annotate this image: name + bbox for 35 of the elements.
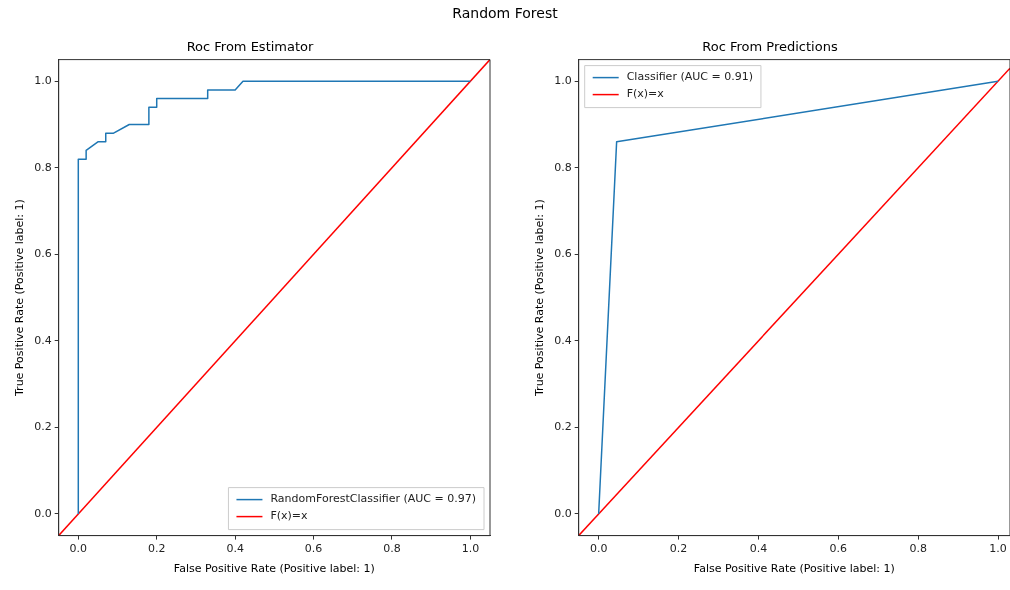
- y-tick-label: 0.6: [34, 247, 52, 261]
- y-tick-label: 0.0: [34, 506, 52, 520]
- x-tick-label: 0.0: [69, 542, 88, 556]
- x-tick-label: 0.8: [383, 542, 401, 556]
- legend-label: F(x)=x: [270, 509, 309, 523]
- x-tick-label: 0.2: [669, 542, 688, 556]
- y-tick-label: 0.2: [34, 420, 52, 434]
- x-tick-label: 0.6: [829, 542, 848, 556]
- x-tick-label: 0.4: [749, 542, 768, 556]
- y-tick-label: 0.2: [554, 420, 572, 434]
- x-axis-title: False Positive Rate (Positive label: 1): [693, 562, 895, 576]
- y-tick-label: 0.4: [554, 333, 572, 347]
- x-tick-label: 1.0: [989, 542, 1007, 556]
- y-tick-label: 0.6: [554, 247, 572, 261]
- x-tick-label: 0.2: [147, 542, 166, 556]
- y-tick-label: 0.4: [34, 333, 52, 347]
- y-axis-title: True Positive Rate (Positive label: 1): [13, 199, 27, 397]
- x-tick-label: 0.8: [909, 542, 927, 556]
- chart-title: Roc From Predictions: [702, 39, 838, 55]
- legend-label: Classifier (AUC = 0.91): [626, 70, 753, 84]
- x-tick-label: 0.4: [226, 542, 244, 556]
- x-axis-title: False Positive Rate (Positive label: 1): [173, 562, 375, 576]
- y-axis-title: True Positive Rate (Positive label: 1): [533, 199, 547, 397]
- y-tick-label: 0.8: [554, 160, 572, 174]
- y-tick-label: 1.0: [34, 74, 52, 88]
- y-tick-label: 0.8: [34, 160, 52, 174]
- x-tick-label: 1.0: [461, 542, 480, 556]
- y-tick-label: 0.0: [554, 506, 572, 520]
- chart-title: Roc From Estimator: [186, 39, 315, 55]
- legend-label: F(x)=x: [626, 87, 665, 101]
- y-tick-label: 1.0: [554, 74, 572, 88]
- x-tick-label: 0.6: [304, 542, 323, 556]
- legend-label: RandomForestClassifier (AUC = 0.97): [270, 492, 477, 506]
- x-tick-label: 0.0: [589, 542, 608, 556]
- text: Random Forest: [451, 5, 559, 21]
